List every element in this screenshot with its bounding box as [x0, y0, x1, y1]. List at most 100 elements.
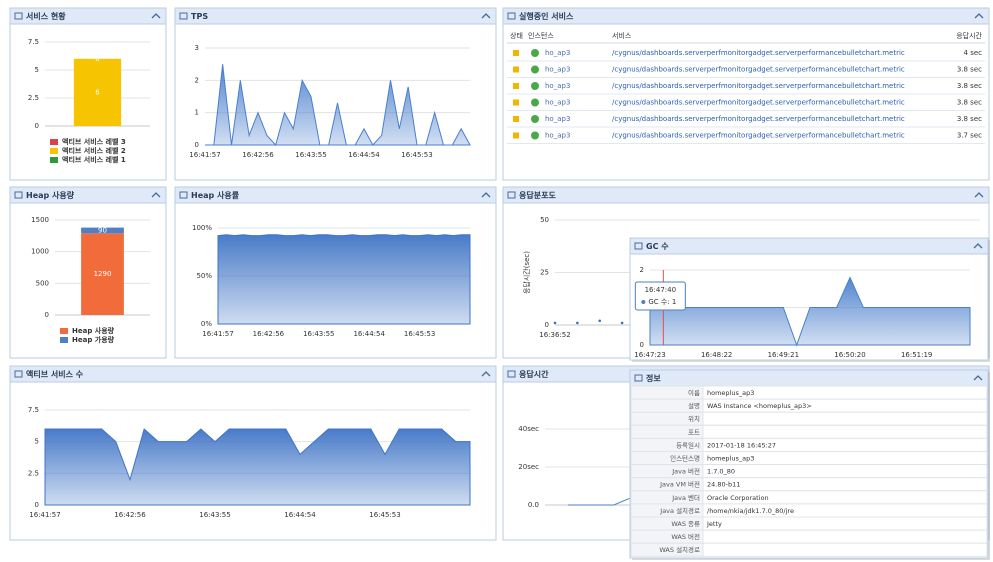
panel-header [9, 7, 167, 25]
service-name[interactable]: /cygnus/dashboards.serverperfmonitorgadg… [612, 99, 905, 107]
instance-name[interactable]: ho_ap3 [545, 82, 570, 90]
info-value: Jetty [706, 520, 722, 528]
info-value-cell [702, 516, 988, 531]
x-tick-label: 16:36:52 [539, 331, 570, 339]
y-tick-label: 5 [35, 438, 39, 446]
y-tick-label: 25 [540, 269, 549, 277]
collapse-button[interactable] [481, 13, 491, 19]
info-value-cell [702, 529, 988, 544]
y-tick-label: 5 [35, 66, 39, 74]
panel-title: Heap 사용률 [191, 190, 240, 200]
panel-icon [634, 242, 643, 250]
table-header: 인스턴스 [528, 31, 554, 40]
instance-name[interactable]: ho_ap3 [545, 66, 570, 74]
panel-title: 응답시간 [519, 369, 549, 379]
tooltip-dot [641, 300, 646, 304]
panel-icon [507, 370, 516, 378]
info-key: WAS 버전 [671, 532, 700, 541]
info-key: Java 설치경로 [659, 506, 700, 515]
x-tick-label: 16:41:57 [29, 511, 60, 519]
info-value-cell [702, 424, 988, 439]
instance-icon [531, 98, 539, 107]
info-key: 이름 [688, 388, 700, 397]
instance-name[interactable]: ho_ap3 [545, 115, 570, 123]
collapse-button[interactable] [151, 192, 161, 198]
panel-icon [634, 374, 643, 382]
instance-icon [531, 115, 539, 123]
response-time: 3.8 sec [957, 66, 982, 74]
service-name[interactable]: /cygnus/dashboards.serverperfmonitorgadg… [612, 132, 905, 140]
instance-name[interactable]: ho_ap3 [545, 99, 570, 107]
info-value: Oracle Corporation [707, 494, 769, 502]
panel-icon [14, 12, 23, 20]
x-tick-label: 16:44:54 [353, 330, 385, 338]
scatter-point [598, 319, 602, 323]
y-tick-label: 0.0 [528, 501, 539, 509]
legend-swatch [60, 328, 68, 334]
data-label: 90 [98, 226, 107, 234]
instance-name[interactable]: ho_ap3 [545, 132, 570, 140]
service-name[interactable]: /cygnus/dashboards.serverperfmonitorgadg… [612, 115, 905, 123]
y-tick-label: 0 [640, 341, 644, 349]
collapse-button[interactable] [481, 371, 491, 377]
info-value: homeplus_ap3 [707, 455, 754, 463]
panel-icon [179, 191, 188, 199]
instance-icon [531, 49, 539, 57]
service-name[interactable]: /cygnus/dashboards.serverperfmonitorgadg… [612, 82, 905, 90]
info-value-cell [702, 542, 988, 557]
y-tick-label: 1 [195, 109, 199, 117]
info-value-cell [702, 464, 988, 479]
x-tick-label: 16:43:55 [295, 151, 326, 159]
scatter-point [620, 321, 624, 325]
panel-header [9, 186, 167, 204]
y-tick-label: 2 [195, 76, 199, 84]
info-value: WAS Instance <homeplus_ap3> [707, 402, 812, 410]
y-axis-title: 응답시간(sec) [522, 251, 531, 294]
legend-label: 액티브 서비스 레벨 2 [62, 146, 126, 155]
bar-segment [73, 58, 122, 126]
legend-swatch [50, 148, 58, 154]
panel-icon [14, 191, 23, 199]
x-tick-label: 16:43:55 [199, 511, 230, 519]
status-icon [513, 99, 519, 106]
status-icon [513, 83, 519, 89]
area [44, 428, 471, 506]
panel-title: 응답분포도 [519, 190, 556, 200]
instance-name[interactable]: ho_ap3 [545, 49, 570, 57]
collapse-button[interactable] [974, 192, 984, 198]
panel-header [629, 369, 989, 387]
data-label: 0 [95, 55, 99, 63]
response-time: 3.8 sec [957, 99, 982, 107]
y-tick-label: 2 [640, 266, 644, 274]
collapse-button[interactable] [973, 375, 983, 381]
panel-header [502, 7, 990, 25]
y-tick-label: 3 [195, 44, 199, 52]
collapse-button[interactable] [481, 192, 491, 198]
panel-header [174, 186, 497, 204]
panel-icon [179, 12, 188, 20]
panel-icon [507, 12, 516, 20]
service-name[interactable]: /cygnus/dashboards.serverperfmonitorgadg… [612, 66, 905, 74]
legend-swatch [60, 337, 68, 343]
x-tick-label: 16:45:53 [401, 151, 432, 159]
area [649, 276, 971, 347]
y-tick-label: 1500 [31, 216, 49, 224]
service-name[interactable]: /cygnus/dashboards.serverperfmonitorgadg… [612, 49, 905, 57]
legend-swatch [50, 139, 58, 145]
y-tick-label: 0 [35, 501, 39, 509]
data-label: 1290 [94, 270, 112, 278]
status-icon [513, 132, 519, 139]
legend-label: Heap 사용량 [72, 326, 115, 335]
y-tick-label: 0 [35, 122, 39, 130]
status-icon [513, 116, 519, 122]
collapse-button[interactable] [974, 13, 984, 19]
collapse-button[interactable] [973, 243, 983, 249]
collapse-button[interactable] [151, 13, 161, 19]
info-key: 포트 [688, 428, 700, 436]
x-tick-label: 16:45:53 [404, 330, 435, 338]
x-tick-label: 16:51:19 [901, 351, 932, 359]
response-time: 4 sec [964, 49, 983, 57]
status-icon [513, 50, 519, 56]
x-tick-label: 16:42:56 [253, 330, 285, 338]
